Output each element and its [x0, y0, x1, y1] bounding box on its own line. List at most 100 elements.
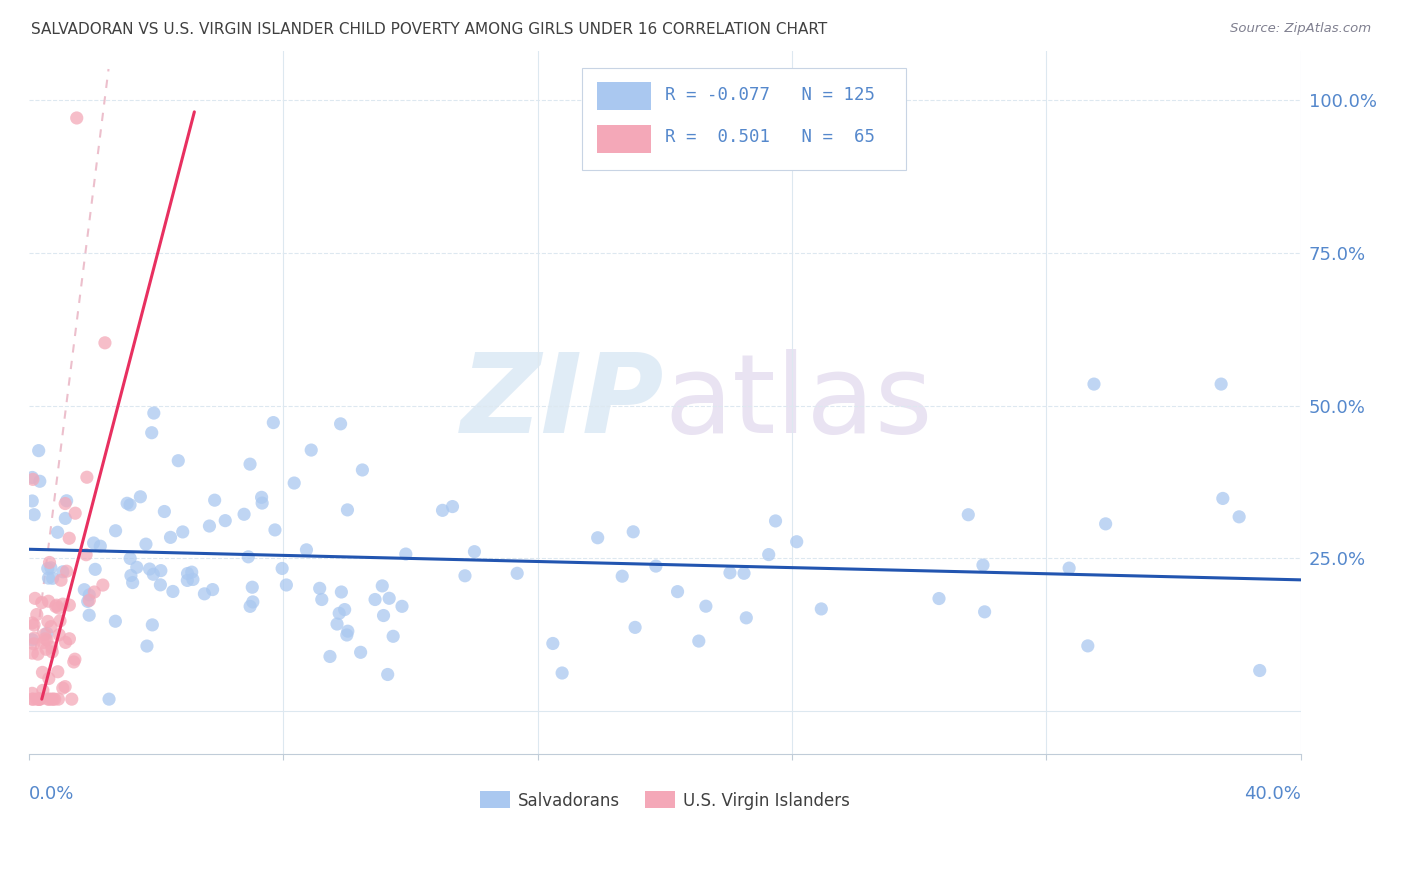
- Point: [136, 639, 159, 653]
- Point: [28, 475, 51, 489]
- Point: [377, 667, 399, 681]
- Point: [621, 524, 644, 539]
- Point: [34, 627, 56, 641]
- Point: [180, 565, 202, 579]
- Point: [786, 534, 808, 549]
- Point: [79, 593, 101, 607]
- Point: [28, 443, 51, 458]
- Point: [329, 417, 352, 431]
- Point: [364, 592, 387, 607]
- Point: [688, 634, 710, 648]
- Point: [733, 566, 755, 581]
- Point: [48, 692, 70, 706]
- Point: [336, 503, 359, 517]
- Point: [35, 632, 58, 647]
- Point: [242, 595, 264, 609]
- Point: [201, 582, 224, 597]
- Point: [24, 591, 46, 606]
- Point: [34, 632, 56, 646]
- Point: [149, 564, 172, 578]
- Point: [22, 637, 45, 651]
- Point: [810, 602, 832, 616]
- Point: [84, 562, 107, 576]
- Point: [28, 692, 51, 706]
- Point: [695, 599, 717, 614]
- Point: [53, 511, 76, 525]
- Point: [141, 618, 163, 632]
- Point: [91, 578, 114, 592]
- Point: [52, 597, 75, 611]
- Point: [37, 615, 59, 629]
- Point: [172, 524, 194, 539]
- Point: [104, 524, 127, 538]
- Point: [44, 692, 66, 706]
- Point: [349, 645, 371, 659]
- Point: [98, 692, 121, 706]
- Point: [41, 571, 63, 585]
- Point: [60, 692, 83, 706]
- Point: [142, 567, 165, 582]
- Point: [76, 470, 98, 484]
- Point: [765, 514, 787, 528]
- Point: [295, 542, 318, 557]
- Point: [37, 594, 59, 608]
- Point: [21, 470, 44, 484]
- Text: R = -0.077   N = 125: R = -0.077 N = 125: [665, 86, 875, 104]
- Point: [25, 607, 48, 622]
- Point: [371, 579, 394, 593]
- Point: [233, 508, 256, 522]
- Bar: [598, 125, 651, 153]
- Point: [718, 566, 741, 580]
- Point: [77, 608, 100, 623]
- Point: [22, 631, 45, 645]
- Point: [21, 494, 44, 508]
- Point: [276, 578, 298, 592]
- Point: [21, 686, 44, 700]
- Point: [38, 556, 60, 570]
- Point: [162, 584, 184, 599]
- Point: [1212, 491, 1234, 506]
- Point: [58, 632, 80, 646]
- Point: [382, 629, 405, 643]
- Point: [118, 498, 141, 512]
- Point: [373, 608, 395, 623]
- Point: [167, 453, 190, 467]
- Point: [193, 587, 215, 601]
- Point: [42, 692, 65, 706]
- Point: [83, 536, 105, 550]
- Point: [31, 665, 53, 680]
- Point: [141, 425, 163, 440]
- Point: [125, 560, 148, 574]
- Point: [76, 594, 98, 608]
- Point: [624, 620, 647, 634]
- Point: [115, 496, 138, 510]
- Point: [55, 564, 77, 578]
- Point: [28, 692, 51, 706]
- Point: [41, 640, 63, 655]
- Text: ZIP: ZIP: [461, 349, 665, 456]
- Point: [39, 620, 62, 634]
- Point: [973, 605, 995, 619]
- Point: [326, 617, 349, 632]
- Point: [240, 580, 263, 594]
- Point: [928, 591, 950, 606]
- Point: [283, 476, 305, 491]
- Point: [75, 548, 97, 562]
- Point: [39, 561, 62, 575]
- Point: [120, 568, 142, 582]
- Point: [198, 519, 221, 533]
- Text: Source: ZipAtlas.com: Source: ZipAtlas.com: [1230, 22, 1371, 36]
- Point: [142, 406, 165, 420]
- Point: [53, 497, 76, 511]
- Point: [58, 598, 80, 612]
- Point: [21, 632, 44, 647]
- Point: [63, 506, 86, 520]
- Point: [1077, 639, 1099, 653]
- Point: [250, 491, 273, 505]
- Point: [25, 692, 48, 706]
- Point: [271, 561, 294, 575]
- FancyBboxPatch shape: [582, 69, 907, 170]
- Point: [352, 463, 374, 477]
- Point: [159, 530, 181, 544]
- Point: [35, 642, 58, 657]
